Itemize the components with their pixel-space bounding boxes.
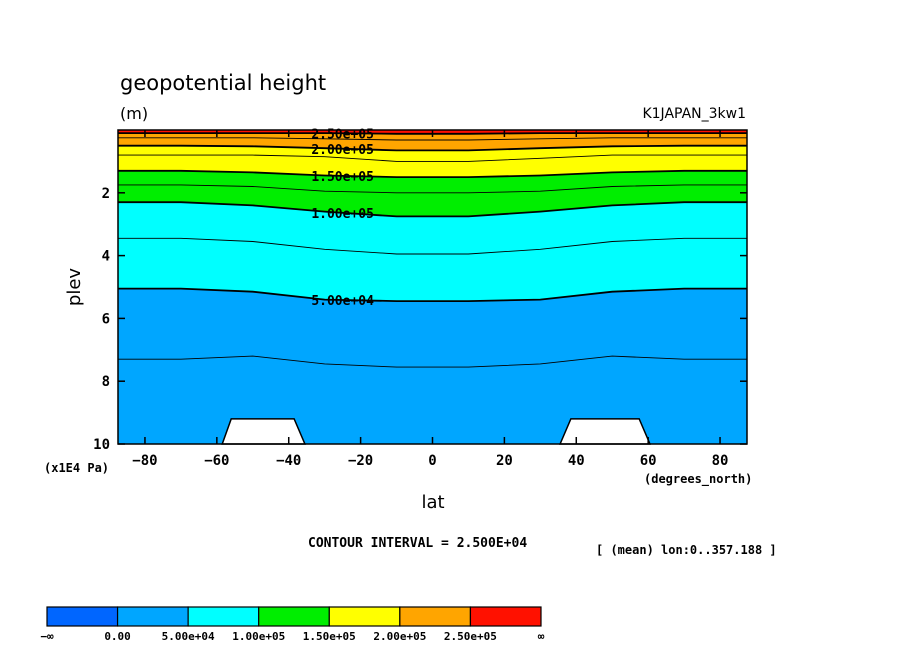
x-tick-label: −80 <box>132 453 157 469</box>
colorbar-bin <box>46 606 119 627</box>
y-tick-label: 10 <box>93 437 110 453</box>
colorbar-label: 2.50e+05 <box>444 630 497 643</box>
colorbar: −∞ 0.00 5.00e+04 1.00e+05 1.50e+05 2.00e+05 2.… <box>40 606 545 643</box>
y-axis-units: (x1E4 Pa) <box>44 461 109 475</box>
x-tick-label: 60 <box>640 453 657 469</box>
contour-fills <box>118 130 747 445</box>
contour-line <box>118 201 747 218</box>
colorbar-bin <box>399 606 472 627</box>
y-tick-label: 4 <box>102 249 110 265</box>
x-tick-label: −60 <box>204 453 229 469</box>
colorbar-bin <box>187 606 260 627</box>
terrain-masks <box>221 418 652 445</box>
y-tick-label: 6 <box>102 311 110 327</box>
contour-label: 2.50e+05 <box>311 127 374 142</box>
y-axis-ticks: 2 4 6 8 10 <box>93 186 747 453</box>
contour-line <box>118 237 747 255</box>
colorbar-label: 2.00e+05 <box>373 630 426 643</box>
x-tick-label: 20 <box>496 453 513 469</box>
x-tick-label: −20 <box>348 453 373 469</box>
x-axis-units: (degrees_north) <box>644 472 752 487</box>
contour-label: 1.50e+05 <box>311 170 374 185</box>
contour-line <box>118 144 747 152</box>
contour-band <box>118 356 747 444</box>
x-tick-label: 0 <box>428 453 436 469</box>
contour-label: 2.00e+05 <box>311 143 374 158</box>
y-tick-label: 2 <box>102 186 110 202</box>
contour-line <box>118 287 747 302</box>
run-label: K1JAPAN_3kw1 <box>642 106 746 122</box>
terrain-mask <box>558 418 652 445</box>
x-tick-label: 80 <box>712 453 729 469</box>
contour-line <box>118 184 747 194</box>
x-axis-ticks: −80 −60 −40 −20 0 20 40 60 80 <box>132 130 728 469</box>
contour-label: 1.00e+05 <box>311 207 374 222</box>
contour-line <box>118 355 747 368</box>
colorbar-bin <box>469 606 542 627</box>
x-tick-label: −40 <box>276 453 301 469</box>
contour-interval-note: CONTOUR INTERVAL = 2.500E+04 <box>308 536 527 551</box>
contour-line <box>118 137 747 141</box>
colorbar-bin <box>258 606 330 627</box>
contour-line <box>118 154 747 162</box>
y-axis-label: plev <box>64 268 85 307</box>
mean-note: [ (mean) lon:0..357.188 ] <box>596 543 777 557</box>
colorbar-label: 5.00e+04 <box>162 630 215 643</box>
chart-units: (m) <box>120 104 148 123</box>
colorbar-label: 1.00e+05 <box>232 630 285 643</box>
x-tick-label: 40 <box>568 453 585 469</box>
x-axis-label: lat <box>421 492 444 513</box>
colorbar-label: 0.00 <box>104 630 131 643</box>
y-tick-label: 8 <box>102 374 110 390</box>
colorbar-label: −∞ <box>40 630 54 643</box>
colorbar-label: 1.50e+05 <box>303 630 356 643</box>
contour-line <box>118 169 747 178</box>
contour-labels: 2.50e+052.00e+05 1.50e+05 1.00e+05 5.00e+04 <box>311 127 374 309</box>
chart-title: geopotential height <box>120 71 326 95</box>
colorbar-bin <box>328 606 401 627</box>
colorbar-label-end: ∞ <box>538 630 545 643</box>
terrain-mask <box>221 418 307 445</box>
colorbar-bin <box>116 606 189 627</box>
contour-label: 5.00e+04 <box>311 294 374 309</box>
